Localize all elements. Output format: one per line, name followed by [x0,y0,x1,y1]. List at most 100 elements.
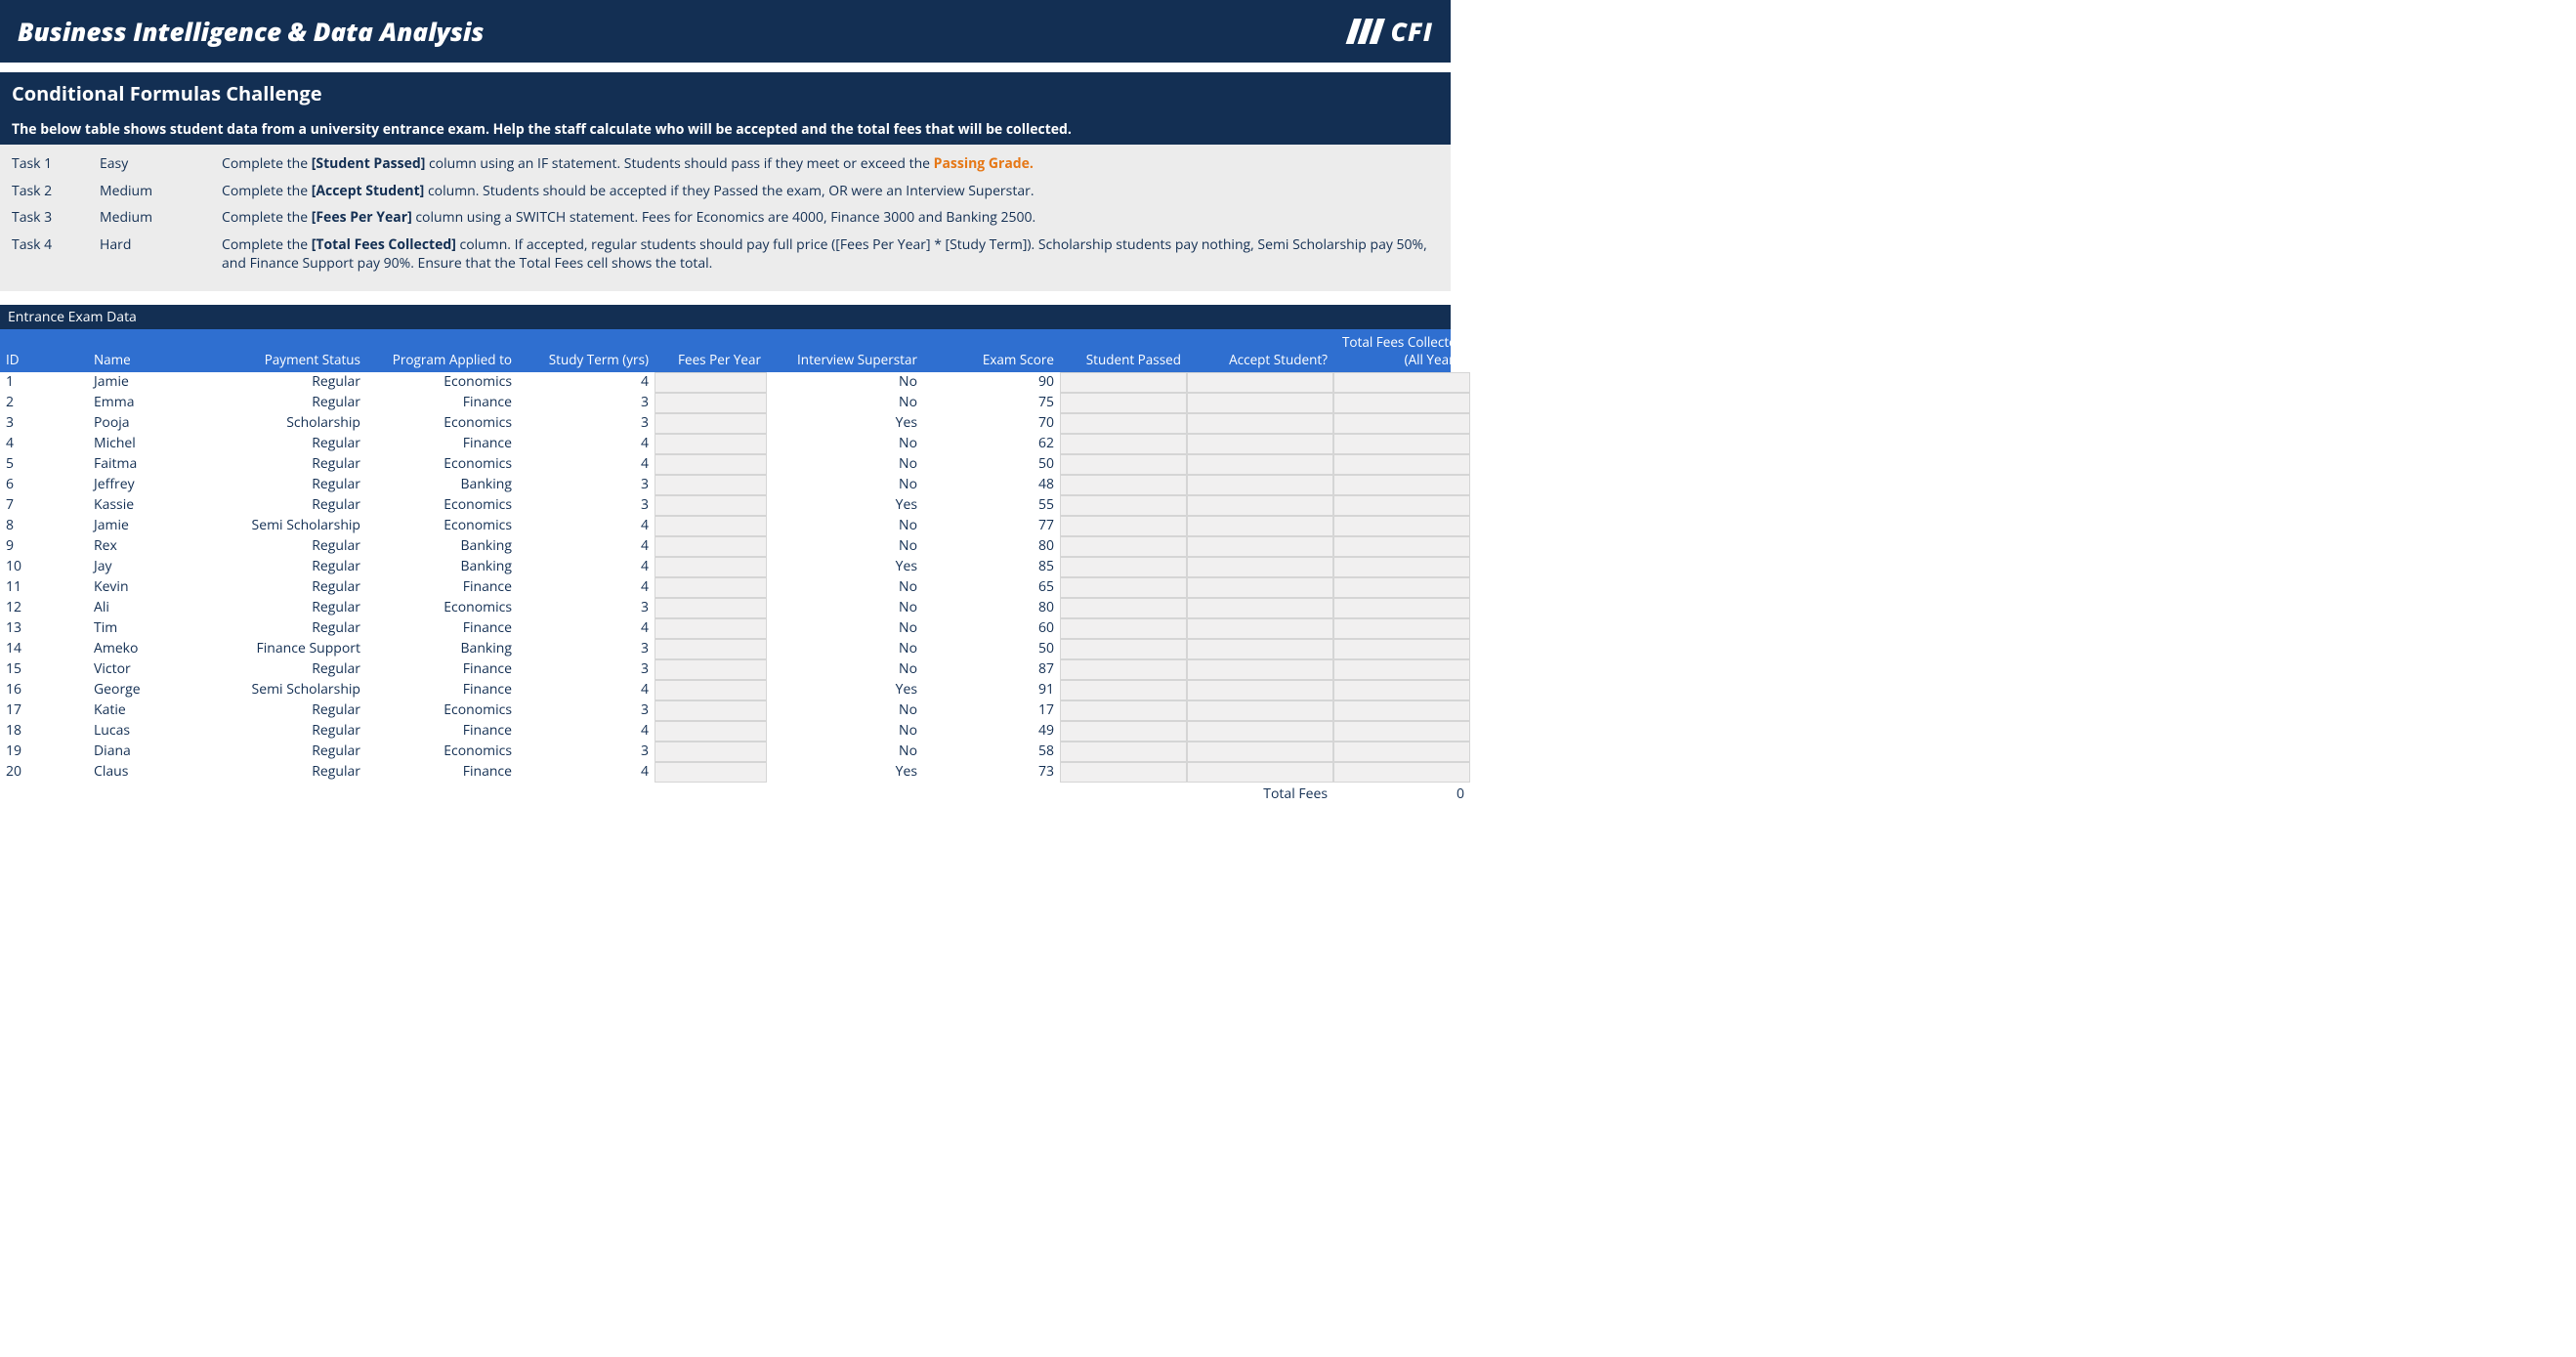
cell-student-passed[interactable] [1060,475,1187,495]
cell-student-passed[interactable] [1060,516,1187,536]
cell-accept-student[interactable] [1187,495,1333,516]
cell-student-passed[interactable] [1060,680,1187,700]
cell-score: 50 [923,454,1060,475]
cell-fees-per-year[interactable] [655,618,767,639]
cell-total-fees[interactable] [1333,454,1470,475]
cell-fees-per-year[interactable] [655,680,767,700]
cell-fees-per-year[interactable] [655,659,767,680]
cell-fees-per-year[interactable] [655,475,767,495]
cell-accept-student[interactable] [1187,434,1333,454]
cell-student-passed[interactable] [1060,372,1187,393]
cell-fees-per-year[interactable] [655,742,767,762]
cell-accept-student[interactable] [1187,475,1333,495]
cell-total-fees[interactable] [1333,475,1470,495]
cell-fees-per-year[interactable] [655,372,767,393]
cell-accept-student[interactable] [1187,742,1333,762]
cell-student-passed[interactable] [1060,434,1187,454]
cell-student-passed[interactable] [1060,618,1187,639]
cell-superstar: No [767,618,923,639]
cell-accept-student[interactable] [1187,516,1333,536]
cell-total-fees[interactable] [1333,742,1470,762]
table-row: 9RexRegularBanking4No80 [0,536,1451,557]
cell-payment: Regular [220,434,366,454]
cell-student-passed[interactable] [1060,700,1187,721]
cell-payment: Regular [220,762,366,783]
cell-total-fees[interactable] [1333,762,1470,783]
task-label: Task 2 [12,182,100,201]
cell-superstar: Yes [767,680,923,700]
cell-total-fees[interactable] [1333,393,1470,413]
table-row: 18LucasRegularFinance4No49 [0,721,1451,742]
cell-total-fees[interactable] [1333,536,1470,557]
cell-total-fees[interactable] [1333,495,1470,516]
column-header: ID [0,329,88,372]
cell-accept-student[interactable] [1187,639,1333,659]
cell-fees-per-year[interactable] [655,598,767,618]
cell-total-fees[interactable] [1333,659,1470,680]
cell-fees-per-year[interactable] [655,700,767,721]
cell-accept-student[interactable] [1187,598,1333,618]
cell-fees-per-year[interactable] [655,454,767,475]
cell-student-passed[interactable] [1060,598,1187,618]
task-row: Task 1EasyComplete the [Student Passed] … [12,150,1439,178]
cell-total-fees[interactable] [1333,639,1470,659]
cell-fees-per-year[interactable] [655,536,767,557]
cell-student-passed[interactable] [1060,393,1187,413]
cell-fees-per-year[interactable] [655,557,767,577]
cell-fees-per-year[interactable] [655,762,767,783]
cell-accept-student[interactable] [1187,659,1333,680]
cell-accept-student[interactable] [1187,618,1333,639]
cell-accept-student[interactable] [1187,454,1333,475]
task-row: Task 3MediumComplete the [Fees Per Year]… [12,204,1439,232]
cell-term: 4 [518,721,655,742]
cell-student-passed[interactable] [1060,721,1187,742]
cell-fees-per-year[interactable] [655,516,767,536]
cell-fees-per-year[interactable] [655,393,767,413]
section-title: Conditional Formulas Challenge [0,72,1451,114]
cell-student-passed[interactable] [1060,577,1187,598]
cell-accept-student[interactable] [1187,721,1333,742]
cell-total-fees[interactable] [1333,721,1470,742]
cell-student-passed[interactable] [1060,495,1187,516]
cell-term: 4 [518,618,655,639]
cell-accept-student[interactable] [1187,762,1333,783]
cell-total-fees[interactable] [1333,598,1470,618]
cell-accept-student[interactable] [1187,700,1333,721]
cell-id: 10 [0,557,88,577]
cell-total-fees[interactable] [1333,516,1470,536]
cell-student-passed[interactable] [1060,536,1187,557]
cell-total-fees[interactable] [1333,557,1470,577]
cell-total-fees[interactable] [1333,577,1470,598]
cell-fees-per-year[interactable] [655,639,767,659]
cell-id: 16 [0,680,88,700]
cell-accept-student[interactable] [1187,557,1333,577]
cell-total-fees[interactable] [1333,618,1470,639]
cell-student-passed[interactable] [1060,659,1187,680]
cell-fees-per-year[interactable] [655,495,767,516]
cell-accept-student[interactable] [1187,413,1333,434]
cell-student-passed[interactable] [1060,454,1187,475]
cell-total-fees[interactable] [1333,700,1470,721]
cell-accept-student[interactable] [1187,536,1333,557]
cell-fees-per-year[interactable] [655,413,767,434]
cell-total-fees[interactable] [1333,372,1470,393]
cell-fees-per-year[interactable] [655,721,767,742]
cell-fees-per-year[interactable] [655,577,767,598]
cell-accept-student[interactable] [1187,680,1333,700]
cell-program: Banking [366,639,518,659]
cell-total-fees[interactable] [1333,680,1470,700]
cell-accept-student[interactable] [1187,372,1333,393]
table-row: 17KatieRegularEconomics3No17 [0,700,1451,721]
cell-program: Banking [366,536,518,557]
cell-student-passed[interactable] [1060,742,1187,762]
cell-total-fees[interactable] [1333,413,1470,434]
cell-total-fees[interactable] [1333,434,1470,454]
cell-payment: Semi Scholarship [220,680,366,700]
cell-student-passed[interactable] [1060,762,1187,783]
cell-fees-per-year[interactable] [655,434,767,454]
cell-student-passed[interactable] [1060,557,1187,577]
cell-accept-student[interactable] [1187,393,1333,413]
cell-student-passed[interactable] [1060,413,1187,434]
cell-accept-student[interactable] [1187,577,1333,598]
cell-student-passed[interactable] [1060,639,1187,659]
